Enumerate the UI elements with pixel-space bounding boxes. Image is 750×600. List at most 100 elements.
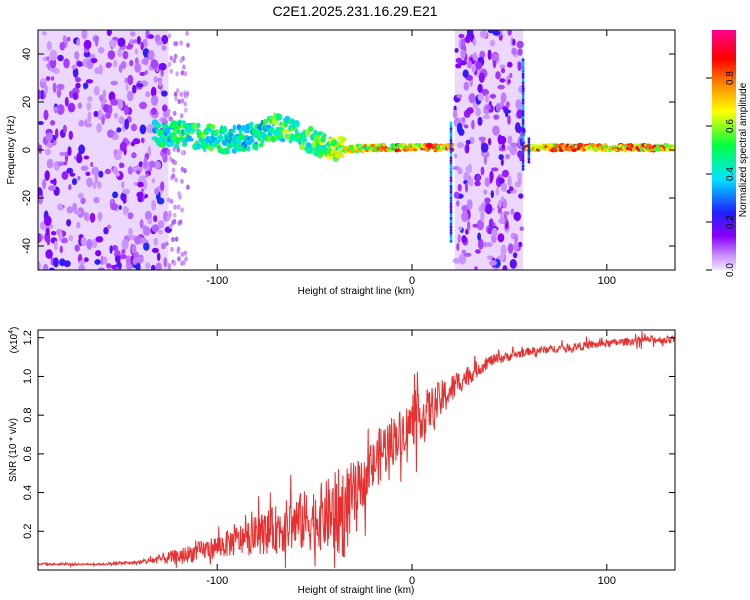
heat-cell [456, 142, 464, 149]
y-tick-label: 1.2 [22, 330, 34, 345]
snr-y-label: SNR (10 * v/v) [8, 418, 19, 482]
heat-cell [78, 264, 85, 270]
heat-cell [163, 210, 169, 222]
heat-cell [479, 30, 488, 39]
heat-cell [474, 266, 478, 270]
heat-cell [95, 236, 104, 243]
heat-cell [491, 167, 499, 172]
svg-text:(x104): (x104) [8, 327, 20, 354]
heat-cell [174, 41, 179, 47]
heat-cell [465, 139, 471, 145]
spike-cell [449, 193, 453, 197]
heat-cell [178, 194, 182, 200]
heat-cell [86, 102, 92, 111]
ridge-cell [209, 124, 216, 130]
ridge-cell [164, 127, 171, 134]
heat-cell [108, 104, 113, 115]
heat-cell [112, 166, 118, 175]
spectrogram-x-ticks: -100 0 100 [206, 30, 616, 287]
heat-cell [466, 220, 471, 232]
heat-cell [98, 170, 104, 178]
colorbar-tick-label: 0.2 [725, 215, 736, 229]
ridge-cell [246, 145, 251, 152]
heat-cell [507, 243, 514, 254]
spectrogram-y-label: Frequency (Hz) [6, 116, 17, 185]
heat-cell [86, 238, 93, 250]
heat-cell [100, 255, 104, 266]
heat-cell [87, 96, 93, 102]
heat-cell [76, 221, 81, 229]
ridge-cell [174, 143, 180, 149]
heat-cell [185, 30, 189, 36]
heat-cell [151, 178, 156, 184]
heat-cell [461, 211, 469, 222]
heat-cell [38, 144, 42, 154]
heat-cell [89, 212, 96, 223]
heat-cell [38, 89, 42, 100]
heat-cell [142, 179, 148, 191]
heat-cell [502, 265, 508, 270]
heat-cell [110, 80, 118, 86]
heat-cell [183, 71, 188, 77]
heat-cell [509, 144, 518, 156]
heat-cell [484, 197, 491, 204]
heat-cell [156, 252, 161, 261]
spike-cell [449, 213, 453, 217]
spike-cell [521, 110, 525, 114]
heat-cell [74, 244, 80, 252]
ridge-cell [248, 137, 255, 144]
spike-cell [521, 75, 525, 79]
y-tick-label: -20 [21, 190, 33, 206]
heat-cell [76, 61, 84, 67]
heat-cell [169, 55, 173, 61]
heat-cell [136, 83, 144, 88]
heat-cell [44, 215, 52, 226]
heat-cell [184, 256, 188, 262]
heat-cell [488, 218, 494, 229]
heat-cell [46, 41, 52, 51]
heat-cell [83, 39, 92, 50]
heat-cell [516, 109, 524, 119]
heat-cell [122, 50, 129, 60]
heat-cell [177, 256, 181, 262]
heat-cell [175, 88, 180, 94]
y-tick-label: 0.6 [22, 446, 34, 461]
spike-cell [521, 167, 525, 171]
heat-cell [168, 156, 173, 162]
heat-cell [482, 114, 491, 120]
heat-cell [55, 128, 59, 139]
heat-cell [74, 209, 82, 215]
spike-cell [449, 153, 453, 157]
ridge-cell [589, 146, 594, 151]
heat-cell [139, 237, 147, 243]
spike-cell [449, 210, 453, 214]
heat-cell [72, 92, 79, 100]
heat-cell [53, 257, 59, 268]
heat-cell [45, 227, 50, 236]
heat-cell [42, 31, 47, 36]
heat-cell [139, 219, 144, 229]
heat-cell [167, 263, 172, 269]
heat-cell [96, 123, 102, 133]
heat-cell [40, 78, 47, 83]
heat-cell [137, 181, 144, 188]
heat-cell [107, 50, 116, 60]
heat-cell [151, 107, 157, 115]
heat-cell [172, 110, 177, 116]
heat-cell [158, 229, 164, 235]
heat-cell [176, 246, 181, 252]
ridge-cell [313, 134, 321, 140]
heat-cell [120, 61, 127, 69]
heat-cell [485, 105, 491, 111]
spike-cell [449, 130, 453, 134]
heat-cell [491, 55, 499, 60]
heat-cell [168, 212, 172, 218]
spike-cell [521, 135, 525, 140]
spike-cell [449, 222, 453, 226]
heat-cell [180, 260, 184, 266]
y-tick-label: 0.4 [22, 485, 34, 500]
heat-cell [78, 120, 85, 127]
heat-cell [49, 67, 58, 73]
heat-cell [118, 116, 125, 125]
heat-cell [153, 161, 162, 170]
